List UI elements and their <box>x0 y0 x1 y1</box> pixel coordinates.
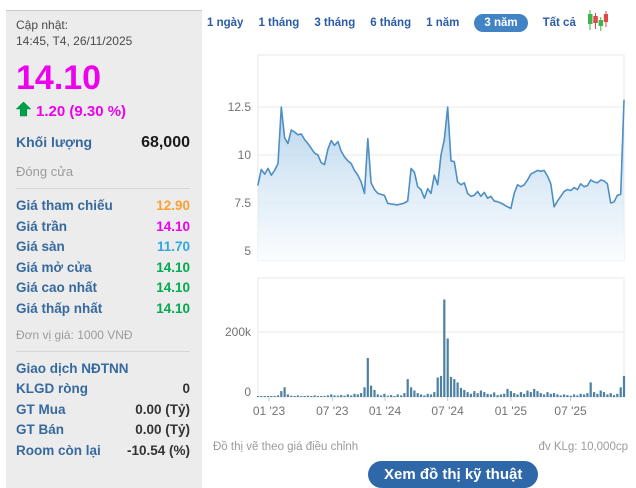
price-change-row: 1.20 (9.30 %) <box>15 101 190 121</box>
ref-price-value: 12.90 <box>156 198 190 214</box>
price-change-value: 1.20 (9.30 %) <box>36 103 127 121</box>
low-price-value: 14.10 <box>156 300 190 316</box>
room-left-value: -10.54 (%) <box>126 442 190 458</box>
candlestick-chart-icon[interactable] <box>587 9 608 37</box>
ref-price-label: Giá tham chiếu <box>16 198 113 214</box>
floor-price-label: Giá sàn <box>16 239 65 255</box>
divider <box>16 351 190 353</box>
high-price-value: 14.10 <box>156 280 190 296</box>
chart-svg: 12.5 10 7.5 5 200k 001 '23 07 '23 01 '24 07 '24 0… <box>225 54 626 418</box>
sell-value-row: GT Bán 0.00 (Tỷ) <box>16 420 190 441</box>
buy-value-row: GT Mua 0.00 (Tỷ) <box>16 400 190 421</box>
ceiling-price-row: Giá trần 14.10 <box>16 217 190 238</box>
update-time: Cập nhật: 14:45, T4, 26/11/2025 <box>16 17 190 49</box>
price-volume-chart: 12.5 10 7.5 5 200k 0 01 '23 07 '23 01 '24 07 '24 0… <box>200 40 636 425</box>
volume-unit-note: đv KLg: 10,000cp <box>538 441 628 453</box>
open-price-label: Giá mở cửa <box>16 259 92 275</box>
svg-text:07 '24: 07 '24 <box>431 404 464 418</box>
adjusted-price-note: Đồ thị vẽ theo giá điều chỉnh <box>213 441 359 453</box>
price-unit-note: Đơn vị giá: 1000 VNĐ <box>16 328 133 343</box>
time-range-tabs: 1 ngày 1 tháng 3 tháng 6 tháng 1 năm 3 n… <box>207 9 608 37</box>
high-price-label: Giá cao nhất <box>16 280 98 296</box>
foreign-trading-header: Giao dịch NĐTNN <box>16 361 129 377</box>
buy-value-label: GT Mua <box>16 401 66 417</box>
volume-row: Khối lượng 68,000 <box>16 134 190 152</box>
ceiling-price-value: 14.10 <box>156 218 190 234</box>
technical-chart-button[interactable]: Xem đồ thị kỹ thuật <box>368 461 539 488</box>
svg-text:07 '23: 07 '23 <box>316 404 349 418</box>
volume-value: 68,000 <box>141 134 190 152</box>
low-price-row: Giá thấp nhất 14.10 <box>16 299 190 320</box>
tab-1-nam[interactable]: 1 năm <box>426 17 460 29</box>
buy-value-value: 0.00 (Tỷ) <box>135 401 190 417</box>
up-arrow-icon <box>15 101 32 121</box>
floor-price-row: Giá sàn 11.70 <box>16 237 190 258</box>
svg-text:01 '25: 01 '25 <box>495 404 528 418</box>
room-left-label: Room còn lại <box>16 442 101 458</box>
close-label: Đóng cửa <box>16 164 74 180</box>
low-price-label: Giá thấp nhất <box>16 300 103 316</box>
tab-3-thang[interactable]: 3 tháng <box>314 17 356 29</box>
svg-text:01 '23: 01 '23 <box>253 404 286 418</box>
sell-value-label: GT Bán <box>16 422 65 438</box>
svg-text:01 '24: 01 '24 <box>369 404 402 418</box>
svg-text:0: 0 <box>244 385 251 399</box>
room-left-row: Room còn lại -10.54 (%) <box>16 441 190 462</box>
quote-sidebar: Cập nhật: 14:45, T4, 26/11/2025 14.10 1.… <box>6 10 202 488</box>
tab-1-thang[interactable]: 1 tháng <box>258 17 300 29</box>
svg-text:07 '25: 07 '25 <box>554 404 587 418</box>
ceiling-price-label: Giá trần <box>16 218 68 234</box>
update-label: Cập nhật: <box>16 18 69 32</box>
sell-value-value: 0.00 (Tỷ) <box>135 422 190 438</box>
svg-text:7.5: 7.5 <box>234 196 251 210</box>
divider <box>16 188 190 190</box>
floor-price-value: 11.70 <box>156 239 190 255</box>
open-price-row: Giá mở cửa 14.10 <box>16 258 190 279</box>
current-price: 14.10 <box>16 59 102 98</box>
svg-text:12.5: 12.5 <box>228 100 252 114</box>
tab-1-ngay[interactable]: 1 ngày <box>207 17 244 29</box>
open-price-value: 14.10 <box>156 259 190 275</box>
tab-tat-ca[interactable]: Tất cả <box>542 17 576 29</box>
high-price-row: Giá cao nhất 14.10 <box>16 278 190 299</box>
svg-text:10: 10 <box>238 148 252 162</box>
net-volume-label: KLGD ròng <box>16 381 88 397</box>
svg-text:5: 5 <box>244 244 251 258</box>
net-volume-row: KLGD ròng 0 <box>16 379 190 400</box>
net-volume-value: 0 <box>182 381 190 397</box>
tab-3-nam-active[interactable]: 3 năm <box>474 14 528 32</box>
update-value: 14:45, T4, 26/11/2025 <box>16 34 133 49</box>
tab-6-thang[interactable]: 6 tháng <box>370 17 412 29</box>
ref-price-row: Giá tham chiếu 12.90 <box>16 196 190 217</box>
volume-label: Khối lượng <box>16 134 93 151</box>
svg-text:200k: 200k <box>225 325 252 339</box>
